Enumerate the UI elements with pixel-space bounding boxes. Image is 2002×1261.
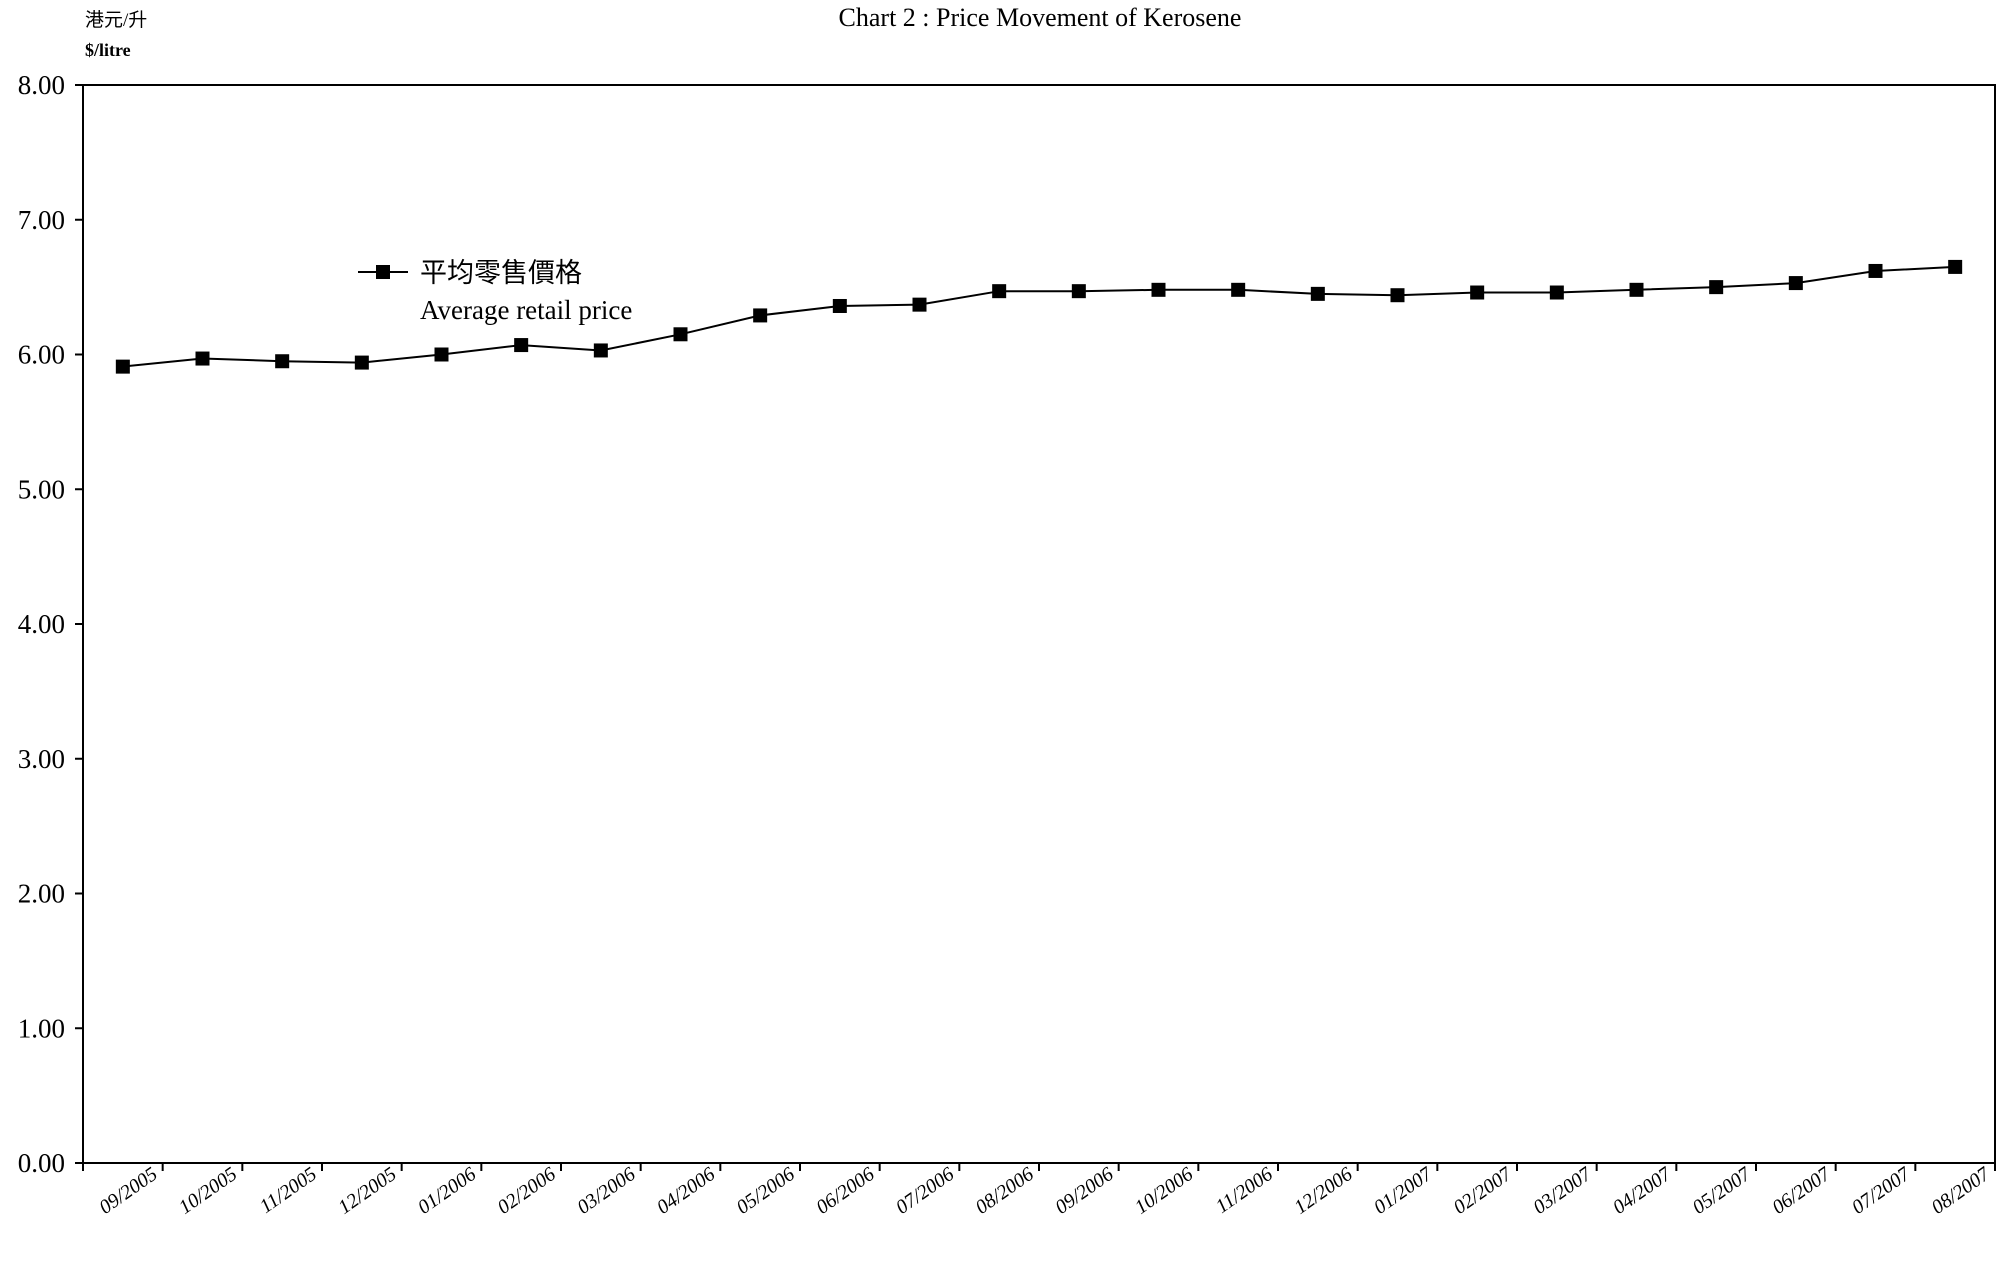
data-point [1788,276,1803,291]
y-tick-label: 5.00 [18,474,65,504]
x-tick-label: 08/2007 [1928,1163,1995,1219]
data-point [1948,259,1963,274]
y-tick-label: 4.00 [18,609,65,639]
data-point [1709,280,1724,295]
x-tick-label: 08/2006 [972,1163,1038,1219]
x-tick-label: 02/2007 [1450,1163,1517,1219]
x-tick-label: 05/2007 [1689,1163,1756,1219]
legend-label: Average retail price [420,295,632,325]
data-point [1390,288,1405,303]
data-point [275,354,290,369]
x-tick-label: 04/2006 [653,1163,719,1219]
y-tick-label: 3.00 [18,744,65,774]
x-tick-label: 12/2006 [1290,1163,1356,1219]
y-tick-label: 0.00 [18,1148,65,1178]
plot-frame [82,84,1996,1164]
y-tick-label: 2.00 [18,879,65,909]
data-point [753,308,768,323]
plot-area: 0.00 1.00 2.00 3.00 4.00 5.00 6.00 7.00 8.00 09/2… [18,70,1996,1219]
x-tick-label: 12/2005 [334,1163,400,1219]
data-point [673,327,688,342]
legend-label-zh: 平均零售價格 [420,258,582,288]
data-point [434,347,449,362]
data-point [195,351,210,366]
y-tick-label: 7.00 [18,205,65,235]
x-tick-label: 01/2006 [414,1163,480,1219]
data-point [912,297,927,312]
y-tick-label: 1.00 [18,1013,65,1043]
x-tick-label: 07/2006 [892,1163,958,1219]
x-tick-label: 01/2007 [1370,1163,1437,1219]
x-tick-label: 09/2006 [1051,1163,1117,1219]
y-tick-label: 8.00 [18,70,65,100]
x-tick-label: 10/2005 [175,1163,241,1219]
x-tick-label: 09/2005 [95,1163,161,1219]
x-tick-label: 03/2007 [1529,1163,1596,1219]
data-point [1231,282,1246,297]
x-tick-label: 04/2007 [1609,1163,1676,1219]
data-point [1310,286,1325,301]
data-point [1151,282,1166,297]
x-tick-label: 06/2006 [812,1163,878,1219]
data-point [832,298,847,313]
data-point [1868,263,1883,278]
data-point [354,355,369,370]
x-tick-label: 06/2007 [1768,1163,1835,1219]
data-point [115,359,130,374]
data-point [593,343,608,358]
legend-marker [376,265,390,279]
x-tick-label: 07/2007 [1848,1163,1915,1219]
data-point [1071,284,1086,299]
x-tick-label: 03/2006 [573,1163,639,1219]
series-line [122,265,1956,368]
x-tick-label: 11/2005 [256,1163,321,1218]
x-tick-label: 05/2006 [733,1163,799,1219]
data-point [1629,282,1644,297]
chart-title: Chart 2 : Price Movement of Kerosene [839,3,1242,32]
x-tick-label: 11/2006 [1212,1163,1277,1218]
x-tick-label: 02/2006 [494,1163,560,1219]
data-point [514,338,529,353]
y-axis-unit-zh: 港元/升 [85,9,147,31]
data-point [1470,285,1485,300]
y-tick-label: 6.00 [18,340,65,370]
data-point [1549,285,1564,300]
y-axis-unit: $/litre [85,40,131,60]
x-tick-label: 10/2006 [1131,1163,1197,1219]
data-point [992,284,1007,299]
